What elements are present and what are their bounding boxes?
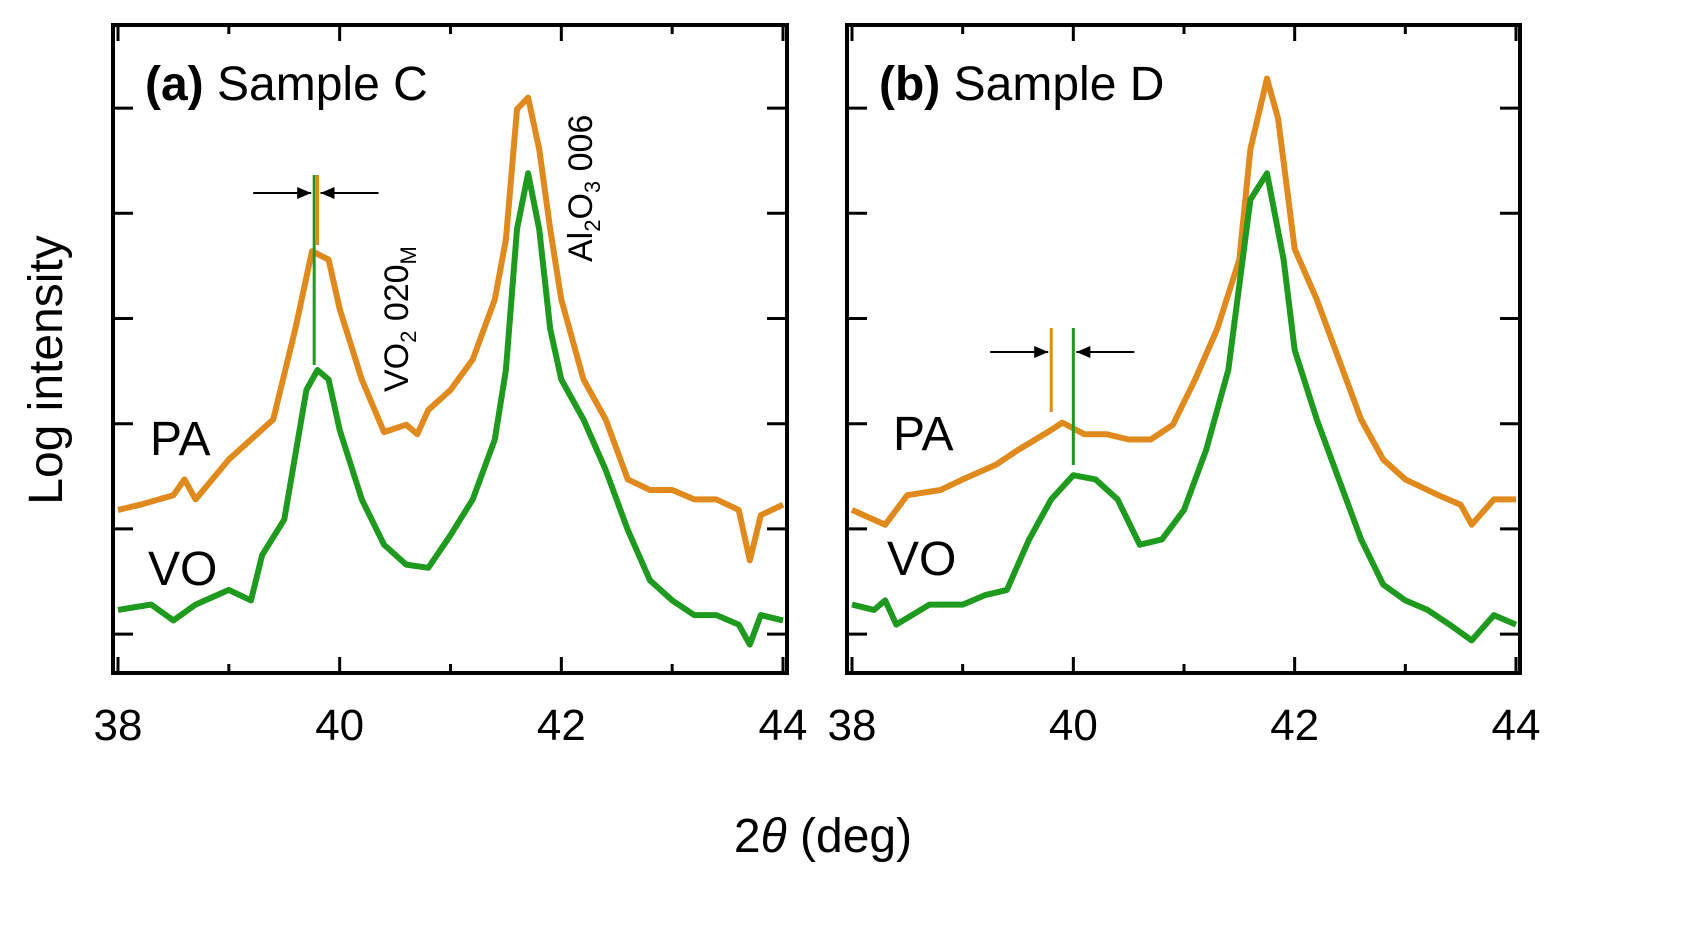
x-tick-label: 38	[828, 701, 877, 750]
x-tick-label: 44	[1492, 701, 1541, 750]
x-tick-label: 44	[759, 701, 808, 750]
panel-title: (a) Sample C	[145, 58, 428, 111]
panel-a: 38 40 42 44 (a) Sample C PA VO VO2 020M Al2O3 00…	[94, 23, 808, 750]
panel-b: 38 40 42 44 (b) Sample D PA VO	[828, 23, 1541, 750]
arrow-left-head	[1076, 346, 1091, 358]
x-tick-label: 42	[537, 701, 586, 750]
series-line-pa	[117, 94, 785, 564]
series-line-pa	[850, 75, 1516, 528]
x-axis-label: 2θ (deg)	[734, 810, 912, 863]
series-line-vo	[117, 170, 784, 648]
peak-label-vo2-020: VO2 020M	[378, 246, 421, 392]
panel-title: (b) Sample D	[879, 58, 1164, 111]
arrow-right-head	[297, 187, 312, 199]
x-tick-label: 42	[1270, 701, 1319, 750]
y-axis-label: Log intensity	[20, 235, 73, 505]
series-label-vo: VO	[148, 543, 217, 596]
x-tick-label: 38	[94, 701, 143, 750]
series-label-vo: VO	[887, 533, 956, 586]
series-line-vo	[851, 170, 1518, 644]
arrow-right-head	[1034, 346, 1049, 358]
arrow-left-head	[320, 187, 335, 199]
peak-label-al2o3-006: Al2O3 006	[562, 115, 605, 262]
series-label-pa: PA	[893, 408, 953, 461]
x-tick-label: 40	[315, 701, 364, 750]
series-label-pa: PA	[150, 413, 210, 466]
x-tick-label: 40	[1049, 701, 1098, 750]
